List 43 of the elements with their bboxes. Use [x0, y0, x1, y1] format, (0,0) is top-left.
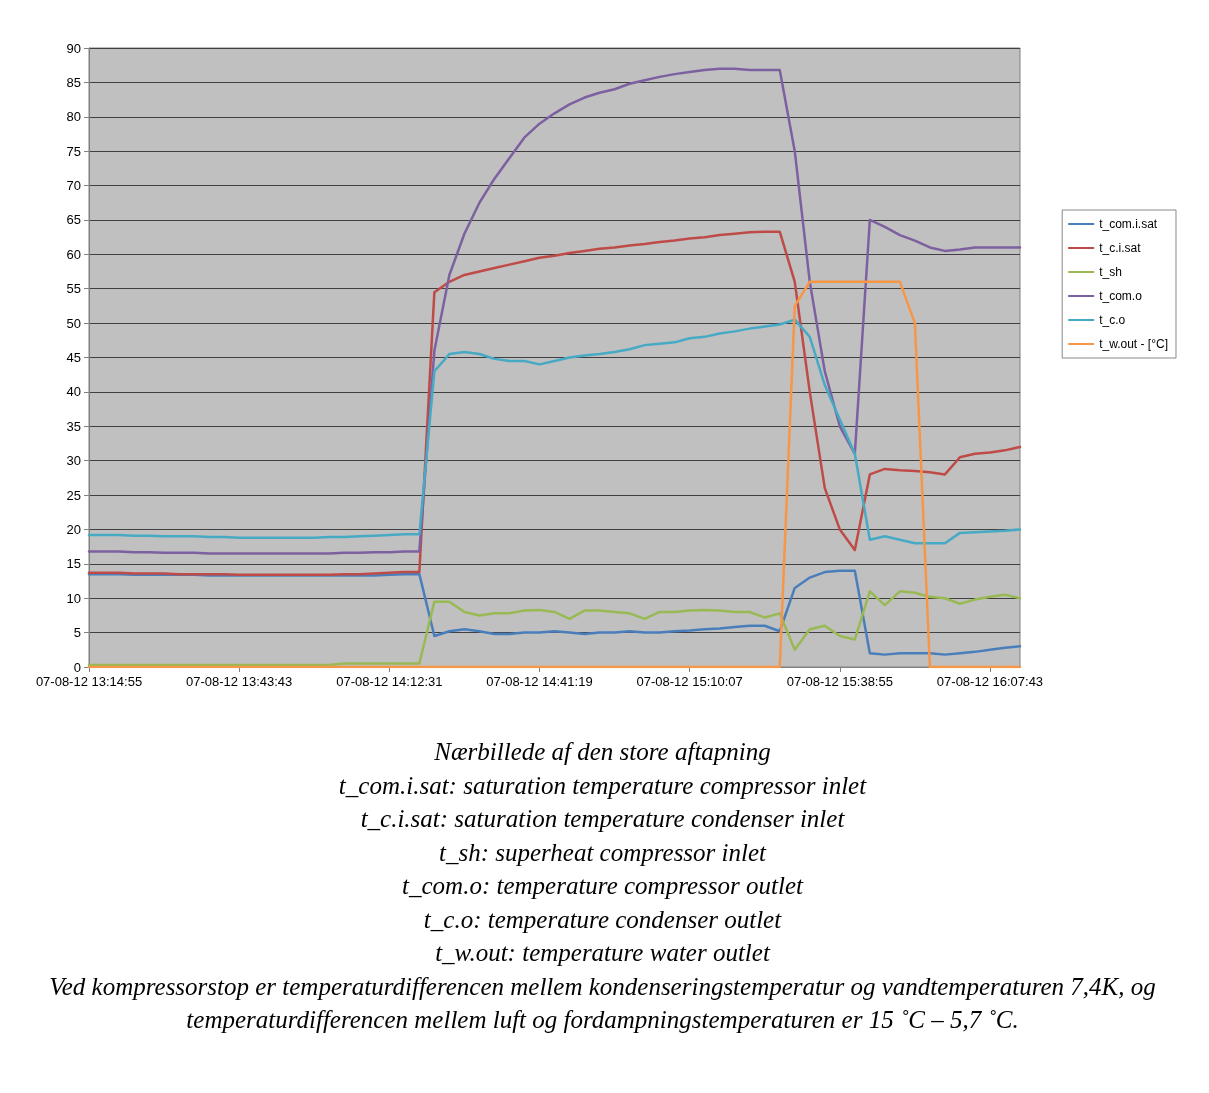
y-tick-label: 40 [66, 384, 81, 400]
line-series [87, 67, 1022, 555]
x-tick-label: 07-08-12 14:12:31 [336, 674, 443, 689]
legend-label: t_c.i.sat [1099, 241, 1142, 255]
y-tick-label: 30 [66, 453, 81, 469]
legend-label: t_sh [1099, 265, 1122, 279]
y-tick-label: 60 [66, 246, 81, 262]
text: t_c.i.sat: saturation temperature condenser inlet [359, 804, 846, 834]
y-tick-label: 25 [66, 487, 81, 503]
y-tick-label: 90 [66, 40, 81, 56]
text: t_sh: superheat compressor inlet [437, 837, 768, 868]
y-tick-label: 5 [73, 625, 81, 641]
x-tick-label: 07-08-12 16:07:43 [936, 674, 1044, 689]
y-tick-label: 10 [66, 590, 81, 606]
x-tick-label: 07-08-12 15:38:55 [786, 674, 893, 689]
legend-label: t_w.out - [°C] [1099, 337, 1168, 351]
y-tick-label: 55 [66, 281, 81, 297]
y-tick-label: 80 [66, 109, 81, 125]
text: Ved kompressorstop er temperaturdifferencen mellem kondenseringstemperatur og vandtemperaturen 7,4K, og temperaturdifferencen mellem luft og fordampningstemperaturen er 15 ˚C – 5,7 ˚C. [48, 971, 1157, 1035]
y-tick-label: 75 [66, 143, 81, 159]
text: t_com.i.sat: saturation temperature compressor inlet [337, 770, 868, 801]
line-series [87, 318, 1022, 545]
y-tick-label: 20 [66, 521, 81, 537]
y-tick-label: 70 [66, 178, 81, 194]
legend-label: t_com.i.sat [1099, 217, 1158, 231]
y-tick-label: 65 [66, 212, 81, 228]
y-tick-label: 85 [66, 74, 81, 90]
y-tick-label: 45 [66, 350, 81, 365]
text: t_com.o: temperature compressor outlet [401, 871, 805, 901]
legend-label: t_c.o [1099, 313, 1126, 327]
x-tick-label: 07-08-12 14:41:19 [486, 674, 593, 689]
text: t_c.o: temperature condenser outlet [422, 904, 783, 935]
legend-label: t_com.o [1099, 289, 1143, 303]
y-tick-label: 15 [66, 556, 81, 572]
x-tick-label: 07-08-12 13:43:43 [186, 674, 293, 689]
x-tick-label: 07-08-12 15:10:07 [636, 674, 743, 689]
text: t_w.out: temperature water outlet [434, 938, 772, 968]
x-tick-label: 07-08-12 13:14:55 [35, 674, 143, 689]
y-tick-label: 35 [66, 418, 81, 434]
y-tick-label: 0 [73, 659, 81, 675]
line-series [87, 230, 1022, 577]
y-tick-label: 50 [66, 315, 81, 331]
text: Nærbillede af den store aftapning [433, 737, 772, 767]
